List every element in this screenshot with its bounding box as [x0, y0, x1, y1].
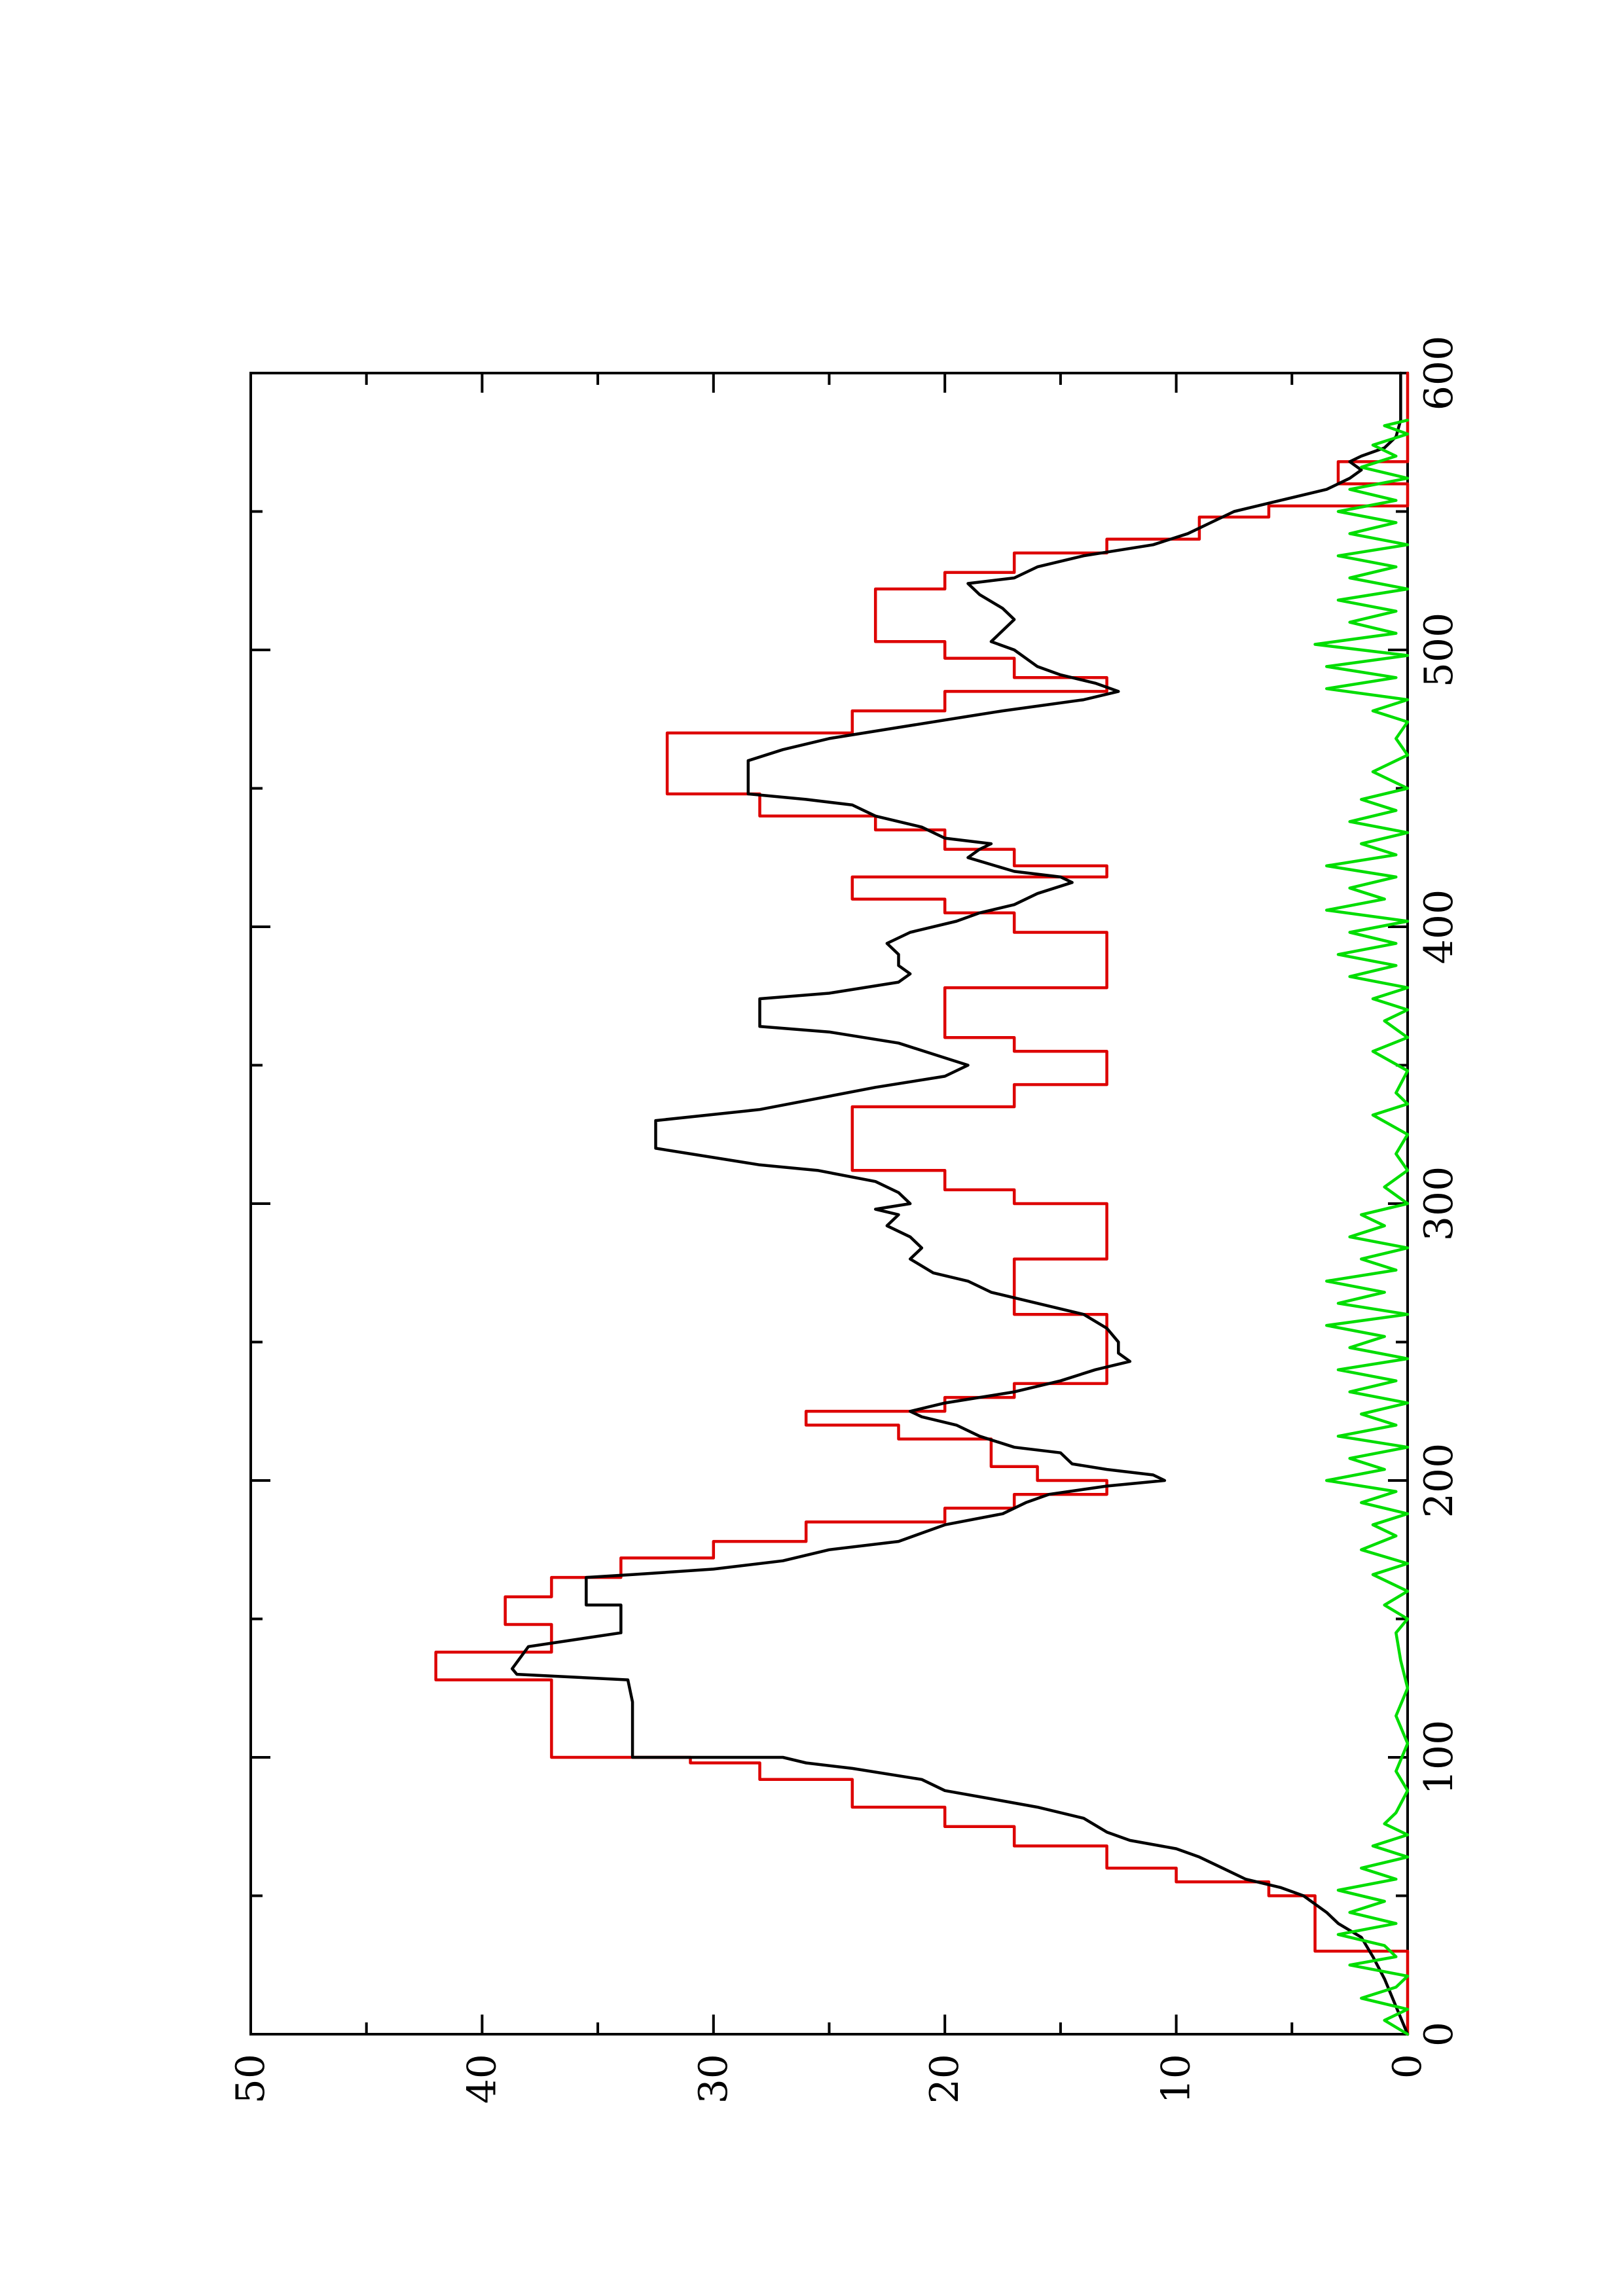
x-tick-label: 100	[1416, 1720, 1462, 1795]
axis-tick-labels: 0 100 200 300 400 500 600 0 10 20 30 40 50	[228, 336, 1462, 2104]
x-tick-label: 0	[1416, 2022, 1462, 2047]
x-tick-label: 300	[1416, 1166, 1462, 1242]
plot-border	[249, 372, 1409, 2036]
y-tick-label: 20	[922, 2054, 968, 2104]
series-line-3	[1313, 418, 1410, 2036]
series-line-1	[434, 371, 1410, 2036]
y-tick-label: 30	[691, 2054, 737, 2104]
y-tick-label: 0	[1385, 2054, 1431, 2079]
x-tick-label: 600	[1416, 336, 1462, 411]
y-tick-label: 40	[459, 2054, 505, 2104]
x-tick-label: 500	[1416, 613, 1462, 688]
axis-ticks	[249, 372, 1409, 2036]
series-line-2	[511, 371, 1410, 2036]
x-tick-label: 200	[1416, 1443, 1462, 1518]
y-tick-label: 50	[228, 2054, 274, 2104]
x-tick-label: 400	[1416, 889, 1462, 965]
y-tick-label: 10	[1154, 2054, 1199, 2104]
plot-frame	[249, 372, 1409, 2036]
series-group	[434, 371, 1410, 2036]
